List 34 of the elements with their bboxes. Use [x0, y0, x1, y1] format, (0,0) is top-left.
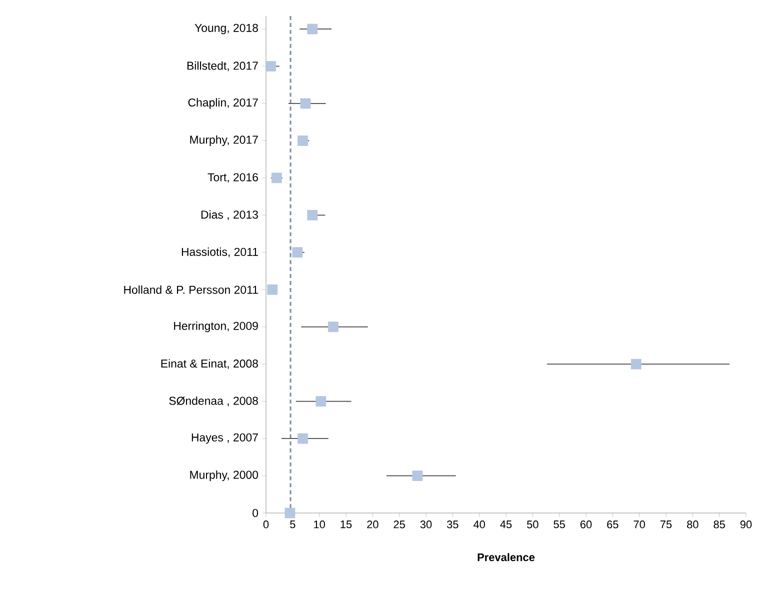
x-axis-title: Prevalence [478, 553, 535, 562]
x-tick-label: 90 [740, 520, 752, 528]
x-tick-label: 70 [634, 520, 645, 528]
y-tick-label: Murphy, 2017 [190, 135, 258, 146]
x-tick-label: 5 [290, 520, 296, 528]
x-tick-label: 35 [446, 520, 458, 528]
y-tick-label: Herrington, 2009 [174, 322, 258, 332]
x-tick-label: 25 [394, 520, 405, 528]
y-tick-label: SØndenaa , 2008 [169, 396, 258, 406]
y-tick-label: Einat & Einat, 2008 [161, 359, 258, 369]
x-tick-label: 20 [367, 520, 378, 528]
y-tick-label: Young, 2018 [194, 24, 258, 34]
x-tick-label: 45 [500, 520, 512, 528]
y-tick-label: Hayes , 2007 [192, 433, 258, 444]
y-tick-label: Tort, 2016 [208, 173, 258, 183]
x-tick-label: 40 [473, 520, 485, 528]
y-tick-label: Dias , 2013 [201, 210, 258, 220]
y-tick-label: 0 [252, 508, 258, 518]
x-tick-label: 50 [527, 520, 538, 528]
x-tick-label: 85 [714, 520, 725, 528]
x-tick-label: 65 [607, 520, 618, 528]
y-tick-label: Murphy, 2000 [190, 470, 258, 482]
x-tick-label: 0 [263, 520, 269, 528]
x-tick-label: 10 [314, 520, 325, 528]
x-tick-label: 15 [340, 520, 352, 528]
x-tick-label: 75 [660, 520, 672, 528]
x-tick-label: 55 [554, 520, 565, 528]
y-tick-label: Chaplin, 2017 [188, 98, 258, 109]
x-tick-label: 60 [580, 520, 592, 528]
y-tick-label: Billstedt, 2017 [187, 61, 258, 72]
y-tick-label: Holland & P. Persson 2011 [124, 285, 258, 294]
y-tick-label: Hassiotis, 2011 [182, 248, 258, 258]
x-tick-label: 80 [687, 520, 698, 528]
x-tick-label: 30 [420, 520, 432, 528]
